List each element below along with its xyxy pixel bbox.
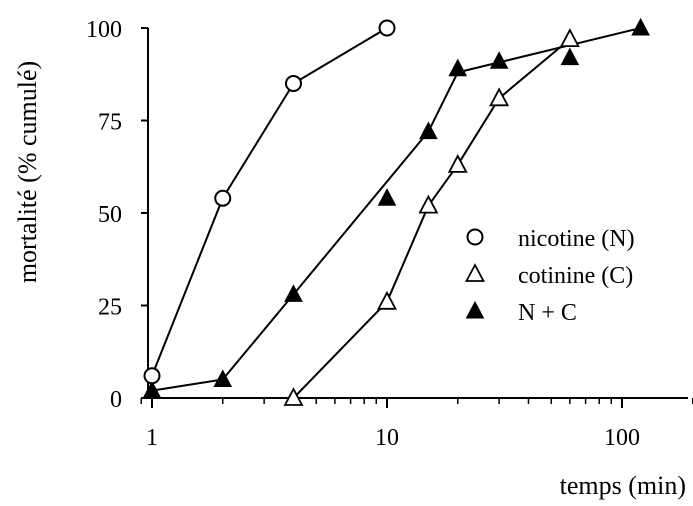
legend-marker: [465, 300, 485, 319]
trend-line: [457, 27, 641, 74]
data-point: [448, 58, 468, 77]
x-tick-label: 1: [146, 425, 158, 451]
series-line: [292, 38, 571, 399]
y-tick-label: 0: [110, 387, 122, 413]
data-point: [143, 367, 161, 385]
data-point: [378, 19, 396, 37]
data-point: [284, 284, 303, 302]
data-point: [559, 28, 580, 47]
series-markers: [142, 17, 650, 406]
series-line: [151, 27, 388, 377]
data-point: [142, 380, 162, 399]
legend-marker: [466, 228, 484, 246]
data-point: [489, 51, 509, 69]
data-point: [213, 369, 233, 387]
legend: nicotine (N) cotinine (C) N + C: [465, 226, 635, 326]
data-point: [447, 153, 468, 173]
data-point: [284, 75, 302, 92]
y-tick-label: 25: [98, 295, 122, 321]
legend-label: N + C: [518, 300, 577, 326]
series-lines: [151, 27, 641, 399]
x-tick-label: 10: [375, 425, 399, 451]
y-axis-title: mortalité (% cumulé): [13, 61, 42, 283]
legend-marker: [465, 263, 485, 282]
data-point: [560, 47, 580, 66]
y-ticks: 0 25 50 75 100: [86, 17, 148, 413]
data-point: [489, 87, 510, 107]
data-point: [419, 121, 438, 140]
x-axis-title: temps (min): [560, 471, 686, 500]
data-point: [377, 290, 397, 310]
x-ticks: 1 10 100: [140, 398, 693, 451]
data-point: [418, 194, 439, 214]
legend-label: cotinine (C): [518, 263, 633, 289]
data-point: [377, 188, 397, 206]
x-axis: 1 10 100: [140, 397, 693, 451]
trend-line: [151, 71, 459, 392]
data-point: [631, 17, 650, 36]
y-tick-label: 50: [98, 202, 122, 228]
data-point: [283, 387, 304, 406]
legend-label: nicotine (N): [518, 226, 635, 252]
x-tick-label: 100: [604, 425, 640, 451]
y-tick-label: 100: [86, 17, 122, 43]
y-axis: 0 25 50 75 100: [86, 17, 149, 413]
data-point: [214, 189, 232, 207]
y-tick-label: 75: [98, 110, 122, 136]
